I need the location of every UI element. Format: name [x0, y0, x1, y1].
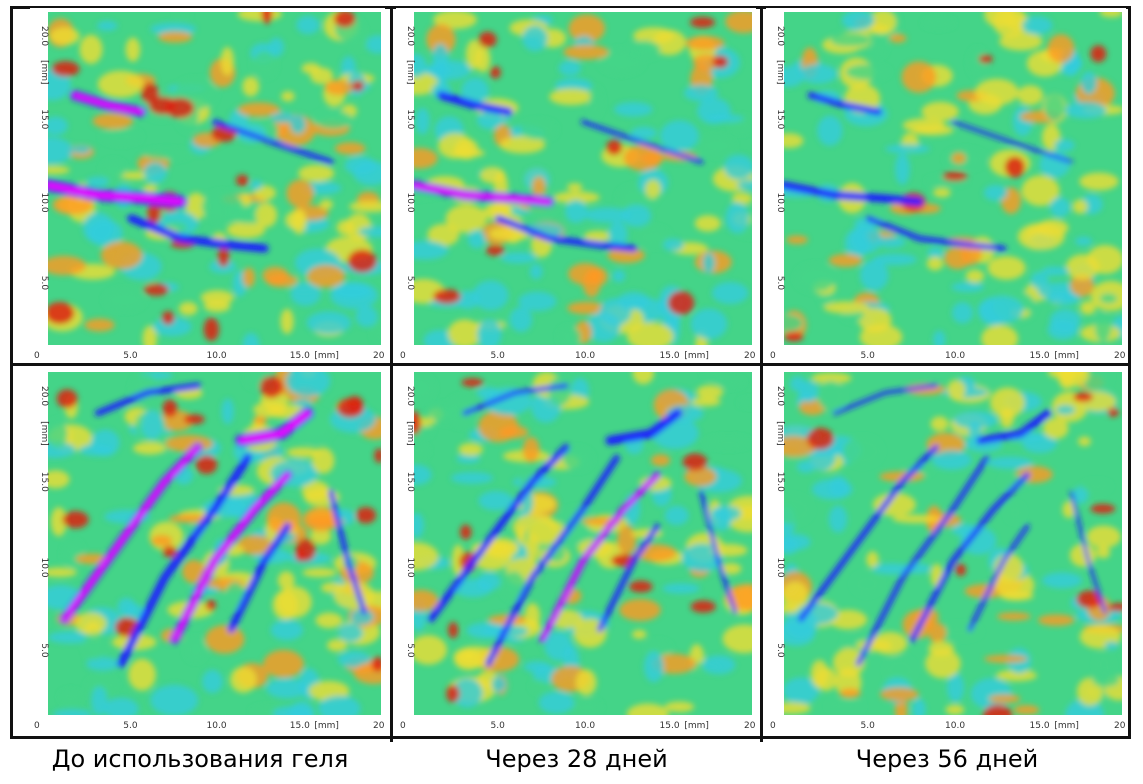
- x-tick-label: 20.0: [373, 721, 385, 731]
- origin-label: 0: [770, 721, 776, 731]
- caption-before: До использования геля: [51, 745, 349, 773]
- y-tick-label: 10.0: [775, 193, 785, 213]
- x-tick-label: 5.0: [861, 351, 876, 361]
- y-tick-label: 5.0: [405, 276, 415, 291]
- x-tick-label: 15.0: [1030, 351, 1050, 361]
- x-tick-label: 5.0: [123, 721, 138, 731]
- y-tick-label: 10.0: [405, 558, 415, 578]
- y-tick-label: 10.0: [405, 193, 415, 213]
- x-tick-label: 5.0: [491, 721, 506, 731]
- y-tick-label: 15.0: [775, 109, 785, 129]
- panel-bottom-28: 5.0 10.0 15.0 20.0 [mm] 0 20.0 15.0 10.0 5.0 [mm]: [396, 368, 756, 733]
- x-tick-label: 10.0: [575, 721, 595, 731]
- caption-56-days: Через 56 дней: [855, 745, 1039, 773]
- y-tick-label: 20.0: [775, 386, 785, 406]
- x-unit-label: [mm]: [1054, 351, 1079, 361]
- divider-vertical-1: [390, 6, 393, 742]
- y-unit-label: [mm]: [405, 421, 415, 446]
- y-unit-label: [mm]: [39, 421, 49, 446]
- y-tick-label: 5.0: [405, 643, 415, 658]
- y-unit-label: [mm]: [39, 60, 49, 85]
- y-tick-label: 15.0: [39, 472, 49, 492]
- origin-label: 0: [400, 351, 406, 361]
- height-map: 5.0 10.0 15.0 20.0 [mm] 0 20.0 15.0 10.0 5.0 [mm]: [770, 12, 1126, 361]
- x-unit-label: [mm]: [314, 351, 339, 361]
- x-tick-label: 20.0: [1114, 351, 1126, 361]
- x-tick-label: 5.0: [491, 351, 506, 361]
- y-unit-label: [mm]: [405, 60, 415, 85]
- height-map: 5.0 10.0 15.0 20.0 [mm] 0 20.0 15.0 10.0 5.0 [mm]: [770, 372, 1126, 731]
- x-tick-label: 5.0: [861, 721, 876, 731]
- x-tick-label: 10.0: [945, 721, 965, 731]
- x-unit-label: [mm]: [314, 721, 339, 731]
- y-tick-label: 15.0: [39, 109, 49, 129]
- y-tick-label: 5.0: [39, 643, 49, 658]
- origin-label: 0: [34, 351, 40, 361]
- y-tick-label: 20.0: [405, 26, 415, 46]
- panel-top-before: 5.0 10.0 15.0 20.0 [mm] 0 20.0 15.0 10.0 5.0 [mm]: [30, 8, 385, 363]
- y-tick-label: 10.0: [775, 558, 785, 578]
- y-tick-label: 20.0: [39, 386, 49, 406]
- comparison-grid: [10, 6, 1131, 739]
- x-tick-label: 10.0: [575, 351, 595, 361]
- y-unit-label: [mm]: [775, 60, 785, 85]
- panel-top-28: 5.0 10.0 15.0 20.0 [mm] 0 20.0 15.0 10.0 5.0 [mm]: [396, 8, 756, 363]
- y-tick-label: 20.0: [39, 26, 49, 46]
- x-unit-label: [mm]: [684, 351, 709, 361]
- x-tick-label: 15.0: [290, 351, 310, 361]
- x-tick-label: 10.0: [207, 721, 227, 731]
- y-tick-label: 15.0: [405, 109, 415, 129]
- x-tick-label: 20.0: [744, 721, 756, 731]
- x-tick-label: 20.0: [744, 351, 756, 361]
- y-tick-label: 5.0: [775, 643, 785, 658]
- height-map: 5.0 10.0 15.0 20.0 [mm] 0 20.0 15.0 10.0 5.0 [mm]: [400, 372, 756, 731]
- x-tick-label: 20.0: [373, 351, 385, 361]
- panel-top-56: 5.0 10.0 15.0 20.0 [mm] 0 20.0 15.0 10.0 5.0 [mm]: [766, 8, 1126, 363]
- x-tick-label: 20.0: [1114, 721, 1126, 731]
- caption-28-days: Через 28 дней: [485, 745, 668, 773]
- origin-label: 0: [34, 721, 40, 731]
- y-unit-label: [mm]: [775, 421, 785, 446]
- y-tick-label: 15.0: [405, 472, 415, 492]
- y-tick-label: 5.0: [39, 276, 49, 291]
- panel-bottom-56: 5.0 10.0 15.0 20.0 [mm] 0 20.0 15.0 10.0 5.0 [mm]: [766, 368, 1126, 733]
- x-tick-label: 10.0: [945, 351, 965, 361]
- y-tick-label: 20.0: [405, 386, 415, 406]
- x-unit-label: [mm]: [1054, 721, 1079, 731]
- x-tick-label: 15.0: [290, 721, 310, 731]
- x-tick-label: 15.0: [660, 721, 680, 731]
- x-tick-label: 15.0: [660, 351, 680, 361]
- y-tick-label: 20.0: [775, 26, 785, 46]
- origin-label: 0: [400, 721, 406, 731]
- x-tick-label: 15.0: [1030, 721, 1050, 731]
- y-tick-label: 10.0: [39, 193, 49, 213]
- height-map: 5.0 10.0 15.0 20.0 [mm] 0 20.0 15.0 10.0 5.0 [mm]: [34, 372, 385, 731]
- origin-label: 0: [770, 351, 776, 361]
- divider-vertical-2: [760, 6, 763, 742]
- y-tick-label: 10.0: [39, 558, 49, 578]
- x-unit-label: [mm]: [684, 721, 709, 731]
- y-tick-label: 5.0: [775, 276, 785, 291]
- divider-horizontal: [10, 363, 1131, 366]
- x-tick-label: 5.0: [123, 351, 138, 361]
- panel-bottom-before: 5.0 10.0 15.0 20.0 [mm] 0 20.0 15.0 10.0 5.0 [mm]: [30, 368, 385, 733]
- height-map: 5.0 10.0 15.0 20.0 [mm] 0 20.0 15.0 10.0 5.0 [mm]: [34, 12, 385, 361]
- height-map: 5.0 10.0 15.0 20.0 [mm] 0 20.0 15.0 10.0 5.0 [mm]: [400, 12, 756, 361]
- y-tick-label: 15.0: [775, 472, 785, 492]
- x-tick-label: 10.0: [207, 351, 227, 361]
